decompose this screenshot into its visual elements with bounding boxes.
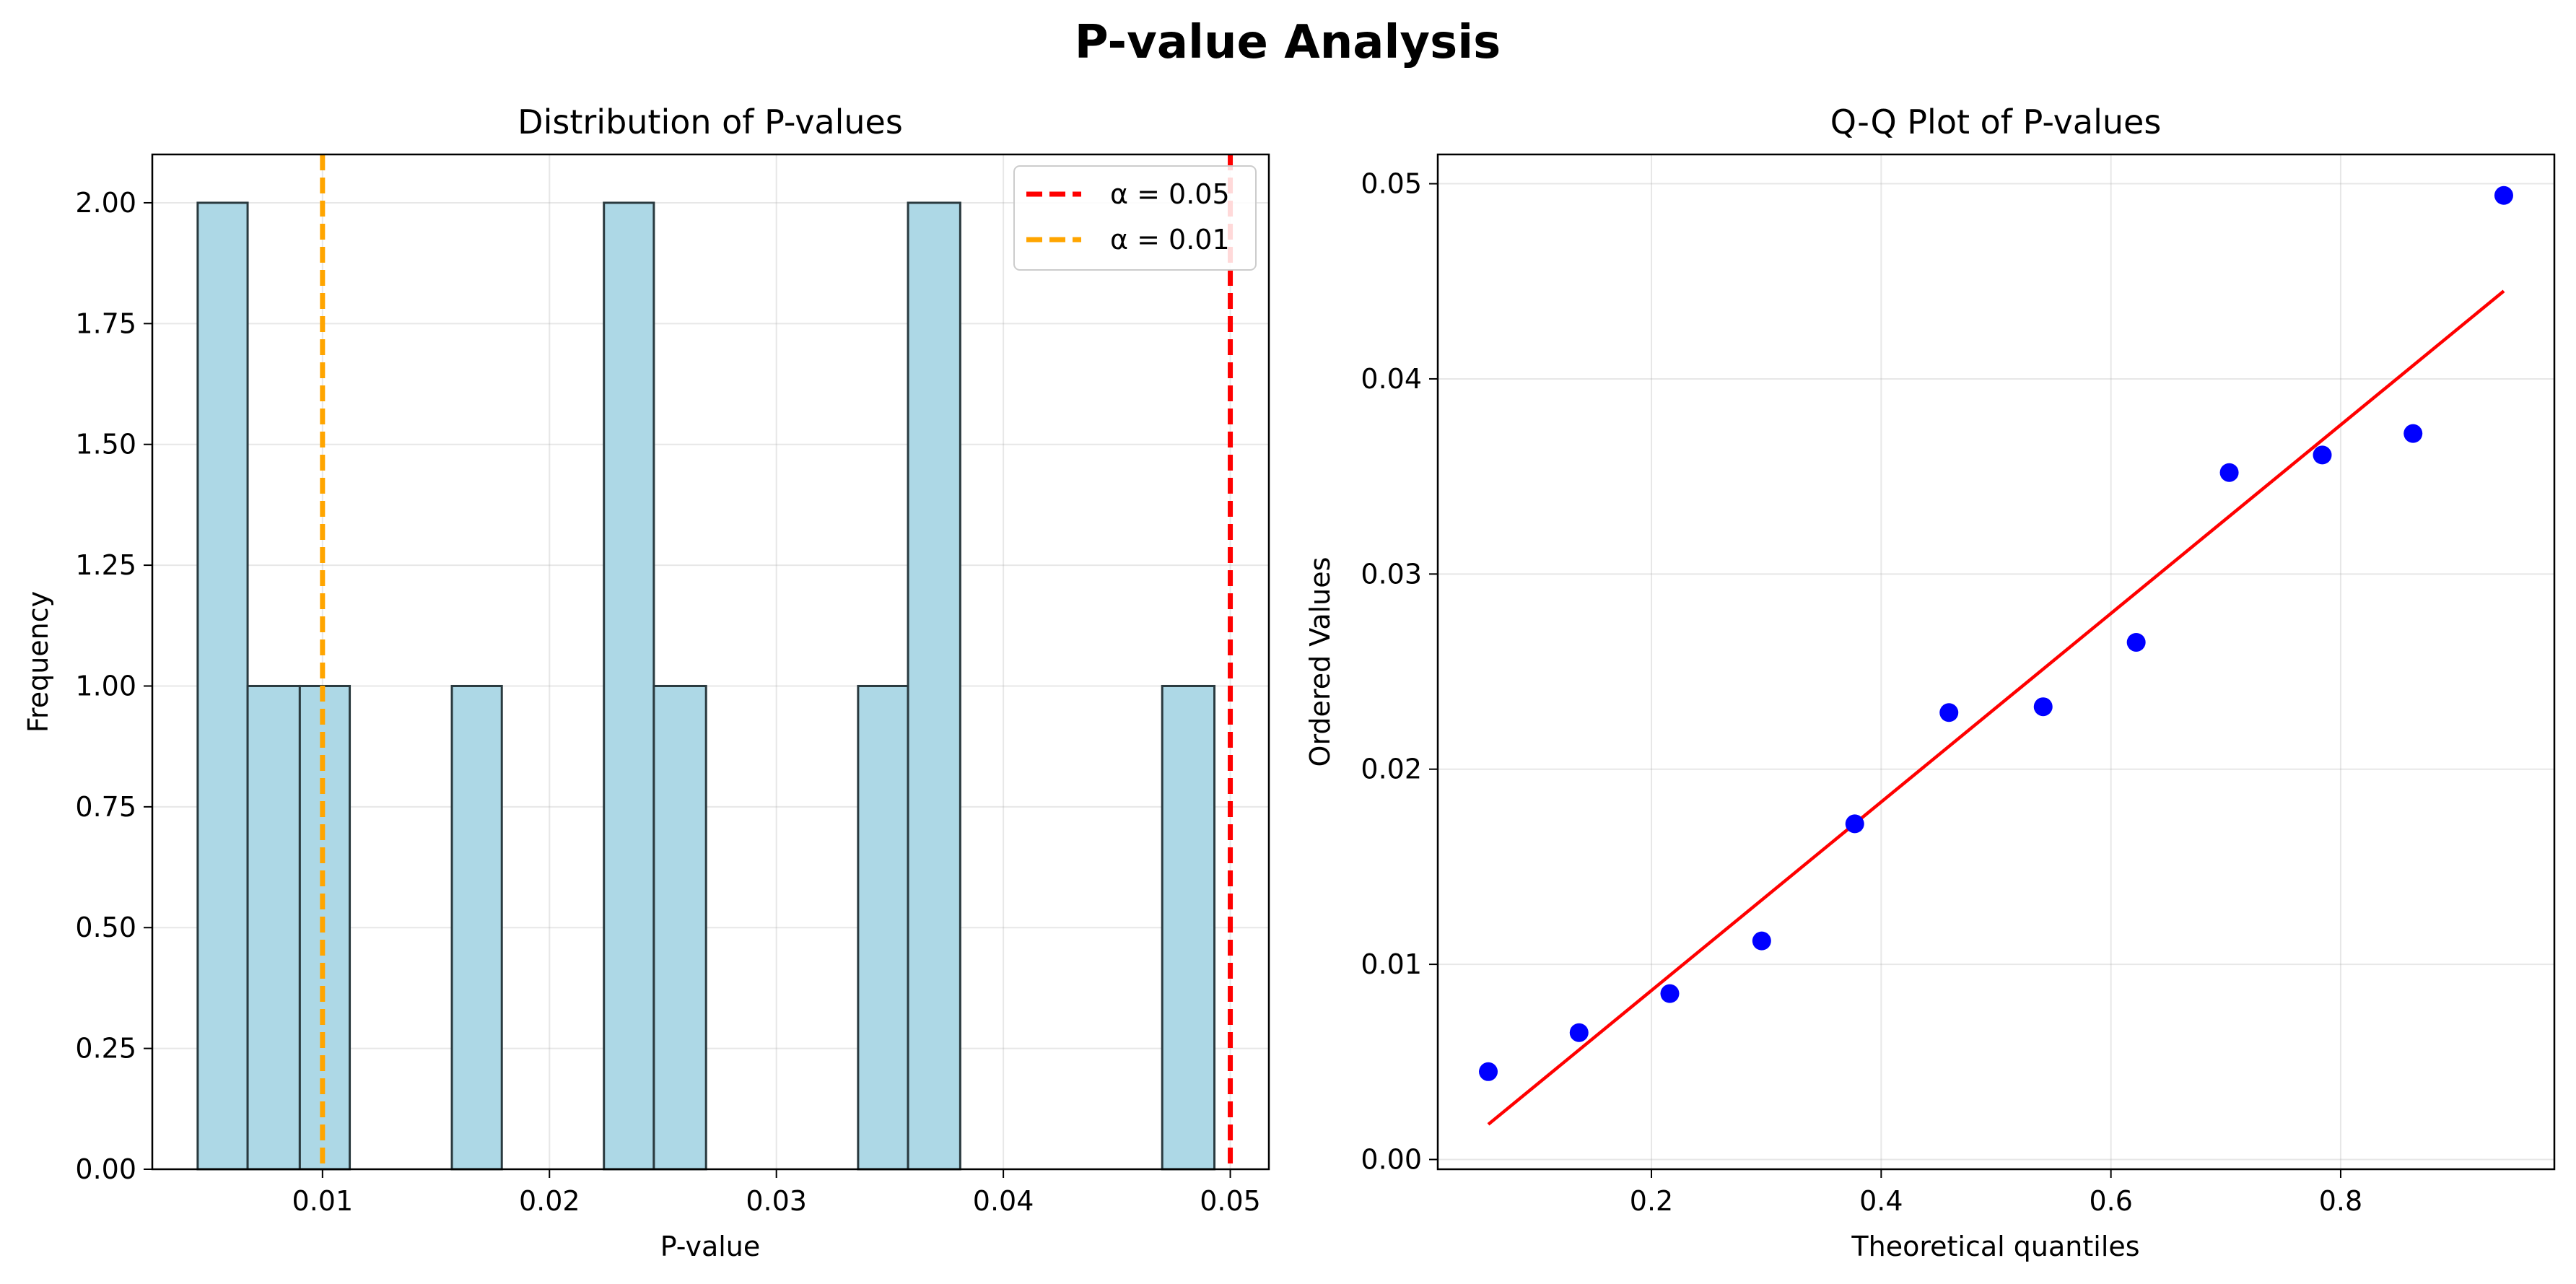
qq-point: [2313, 445, 2332, 465]
histogram-y-tick-label: 0.50: [75, 912, 136, 943]
histogram-y-tick-label: 0.25: [75, 1033, 136, 1065]
histogram-x-tick-label: 0.03: [746, 1185, 807, 1217]
histogram-bar: [907, 201, 961, 1171]
qq-point: [2126, 632, 2146, 652]
qq-x-tick-label: 0.8: [2319, 1185, 2362, 1217]
histogram-y-tick-label: 0.75: [75, 791, 136, 823]
qq-panel: Q-Q Plot of P-values 0.2 0.4 0.6 0.8 0.000.…: [1304, 102, 2556, 1262]
qq-point: [2219, 463, 2239, 482]
histogram-y-label: Frequency: [22, 591, 54, 733]
qq-points: [1479, 185, 2513, 1081]
qq-y-ticks: 0.00 0.01 0.02 0.03 0.04 0.05: [1361, 168, 1438, 1175]
histogram-bar: [196, 201, 249, 1171]
qq-x-tick-label: 0.6: [2089, 1185, 2132, 1217]
qq-point: [1845, 814, 1864, 834]
qq-point: [1569, 1023, 1589, 1042]
histogram-panel: Distribution of P-values 0.01 0.02 0.03 0.0…: [22, 102, 1270, 1262]
histogram-y-ticks: 0.00 0.25 0.50 0.75 1.00 1.25 1.50 1.75 2.00: [75, 187, 152, 1185]
qq-point: [1660, 984, 1680, 1003]
qq-point: [1939, 703, 1959, 722]
qq-point: [1479, 1062, 1498, 1081]
qq-point: [2033, 697, 2053, 717]
histogram-x-label: P-value: [660, 1231, 761, 1262]
qq-y-tick-label: 0.00: [1361, 1143, 1422, 1175]
histogram-bar: [1161, 684, 1216, 1171]
histogram-axes-frame: [151, 153, 1270, 1171]
histogram-title: Distribution of P-values: [518, 102, 903, 141]
histogram-y-tick-label: 1.50: [75, 429, 136, 460]
qq-grid: [1438, 154, 2554, 1169]
qq-fit-line: [1487, 289, 2505, 1126]
qq-y-tick-label: 0.03: [1361, 558, 1422, 590]
qq-point: [2403, 424, 2423, 443]
histogram-x-tick-label: 0.02: [519, 1185, 580, 1217]
histogram-x-tick-label: 0.01: [292, 1185, 354, 1217]
histogram-x-tick-label: 0.05: [1200, 1185, 1261, 1217]
histogram-reference-lines: [320, 154, 1234, 1169]
histogram-y-tick-label: 1.75: [75, 307, 136, 339]
histogram-bar: [603, 201, 655, 1171]
qq-fit-line-path: [1487, 289, 2505, 1126]
qq-x-label: Theoretical quantiles: [1851, 1231, 2139, 1262]
histogram-y-tick-label: 2.00: [75, 187, 136, 219]
qq-y-tick-label: 0.02: [1361, 754, 1422, 785]
qq-y-tick-label: 0.01: [1361, 948, 1422, 980]
histogram-y-tick-label: 1.00: [75, 670, 136, 702]
legend-label-alpha-001: α = 0.01: [1110, 224, 1230, 256]
qq-x-tick-label: 0.2: [1630, 1185, 1673, 1217]
histogram-bar: [450, 684, 503, 1171]
histogram-x-tick-label: 0.04: [973, 1185, 1034, 1217]
qq-axes-frame: [1436, 153, 2556, 1171]
qq-title: Q-Q Plot of P-values: [1830, 102, 2162, 141]
histogram-y-tick-label: 1.25: [75, 549, 136, 581]
legend-label-alpha-005: α = 0.05: [1110, 178, 1230, 210]
histogram-bar: [652, 684, 707, 1171]
qq-y-tick-label: 0.04: [1361, 363, 1422, 395]
qq-x-tick-label: 0.4: [1859, 1185, 1903, 1217]
qq-point: [1752, 931, 1771, 951]
qq-y-label: Ordered Values: [1304, 557, 1336, 767]
histogram-y-tick-label: 0.00: [75, 1153, 136, 1185]
histogram-bar: [857, 684, 909, 1171]
histogram-legend: α = 0.05 α = 0.01: [1013, 165, 1257, 271]
qq-x-ticks: 0.2 0.4 0.6 0.8: [1630, 1169, 2362, 1217]
qq-y-tick-label: 0.05: [1361, 168, 1422, 200]
figure-title: P-value Analysis: [1075, 16, 1501, 69]
histogram-bar: [246, 684, 301, 1171]
qq-point: [2494, 185, 2513, 205]
histogram-x-ticks: 0.01 0.02 0.03 0.04 0.05: [292, 1169, 1261, 1217]
